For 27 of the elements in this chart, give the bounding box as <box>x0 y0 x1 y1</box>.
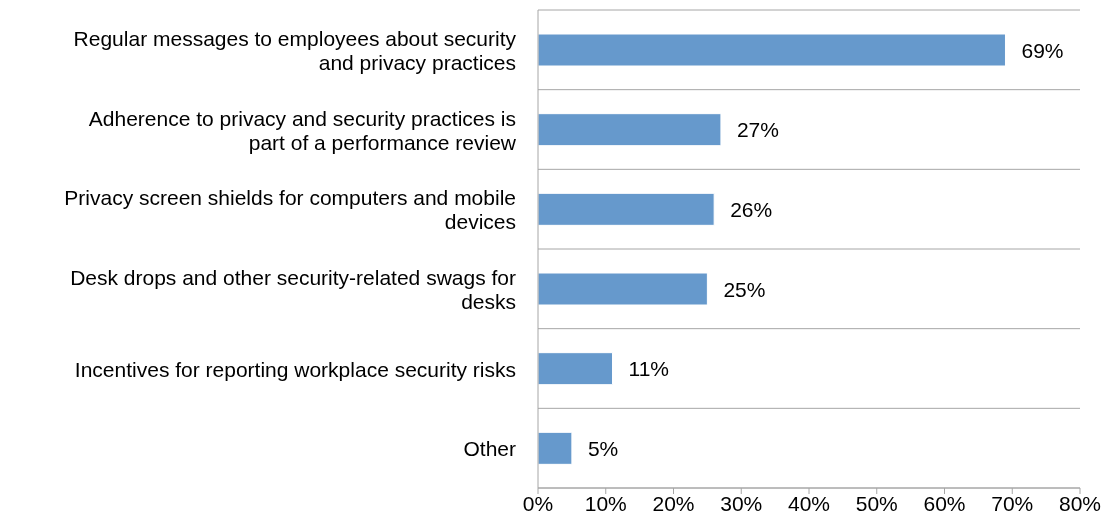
bar <box>538 113 722 147</box>
x-tick-label: 50% <box>855 491 898 515</box>
x-tick-label: 0% <box>522 491 554 515</box>
data-label: 69% <box>1021 38 1064 62</box>
x-tick-label: 20% <box>652 491 695 515</box>
data-label: 27% <box>736 118 779 142</box>
x-tick-label: 30% <box>720 491 763 515</box>
bar <box>538 192 715 226</box>
y-tick-label: Privacy screen shields for computers and mobile devices <box>64 185 516 233</box>
x-tick-label: 80% <box>1058 491 1102 515</box>
y-tick-label: Adherence to privacy and security practices is part of a performance review <box>88 106 517 153</box>
bar <box>538 272 708 306</box>
x-tick-label: 40% <box>787 491 831 515</box>
bar <box>538 352 614 386</box>
data-label: 26% <box>730 197 773 221</box>
bar <box>538 33 1006 67</box>
y-tick-label: Regular messages to employees about security and privacy practices <box>73 26 517 74</box>
data-label: 25% <box>723 277 766 301</box>
y-tick-label: Incentives for reporting workplace security risks <box>74 357 516 380</box>
data-label: 5% <box>587 436 619 460</box>
y-tick-label: Desk drops and other security-related swags for desks <box>70 265 516 313</box>
x-tick-label: 10% <box>584 491 627 515</box>
x-tick-label: 70% <box>991 491 1034 515</box>
y-tick-label: Other <box>463 436 516 460</box>
bar <box>538 431 573 465</box>
data-label: 11% <box>628 357 670 381</box>
x-tick-label: 60% <box>923 491 966 515</box>
